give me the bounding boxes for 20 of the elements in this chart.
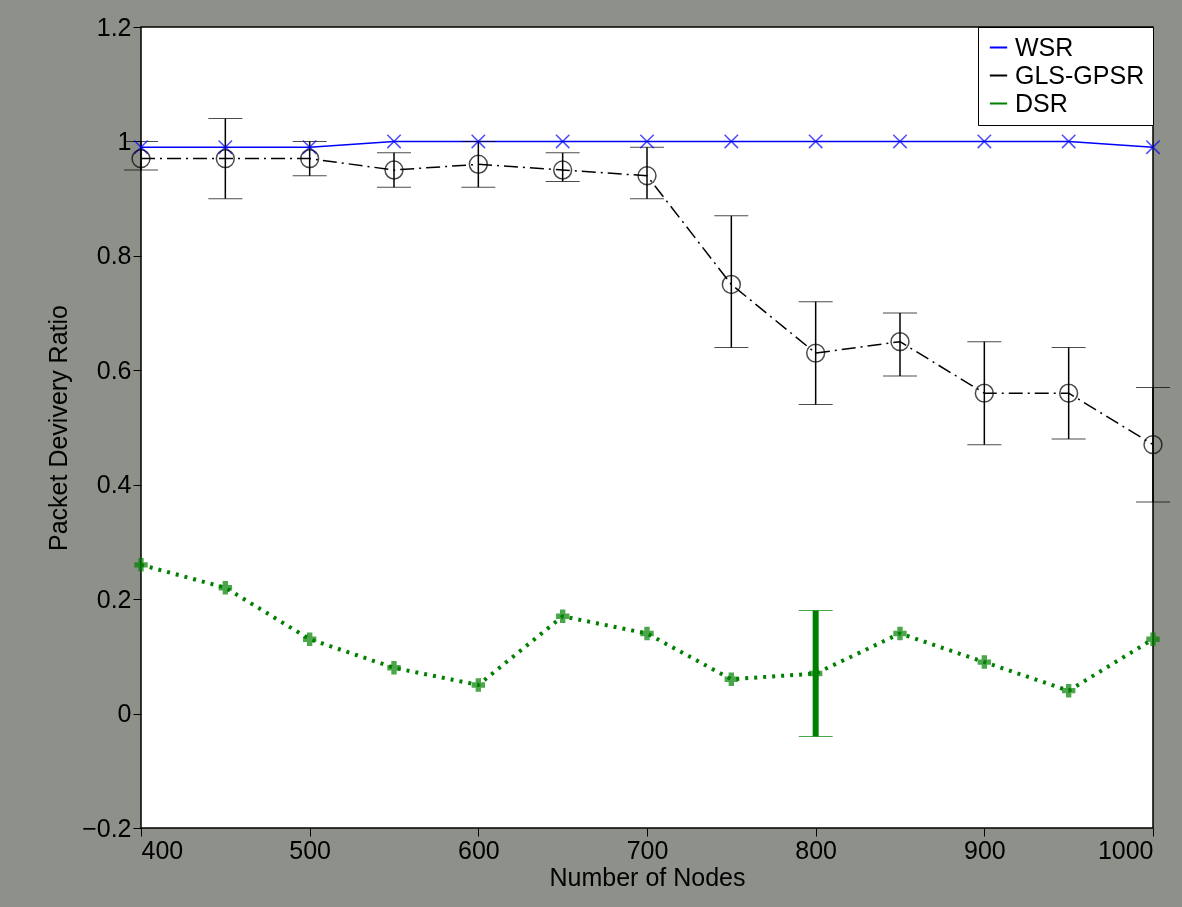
y-tick-label: 1.2 (96, 12, 132, 41)
y-tick-label: 1 (117, 126, 132, 155)
y-tick-label: 0.2 (96, 584, 132, 613)
x-axis-title: Number of Nodes (549, 862, 746, 891)
x-tick-label: 900 (963, 835, 1006, 864)
legend-label: DSR (1015, 88, 1068, 117)
x-tick-label: 800 (795, 835, 838, 864)
y-axis-title: Packet Devivery Ratio (44, 305, 73, 551)
y-tick-label: −0.2 (82, 813, 132, 842)
x-tick-label: 500 (289, 835, 332, 864)
legend-label: GLS-GPSR (1015, 60, 1145, 89)
y-tick-label: 0.8 (96, 241, 132, 270)
x-tick-label: 400 (141, 835, 184, 864)
y-tick-label: 0.4 (96, 470, 132, 499)
x-tick-label: 700 (626, 835, 669, 864)
legend-label: WSR (1015, 32, 1074, 61)
y-tick-label: 0 (117, 699, 132, 728)
x-tick-label: 1000 (1097, 835, 1154, 864)
y-tick-label: 0.6 (96, 355, 132, 384)
x-tick-label: 600 (457, 835, 500, 864)
